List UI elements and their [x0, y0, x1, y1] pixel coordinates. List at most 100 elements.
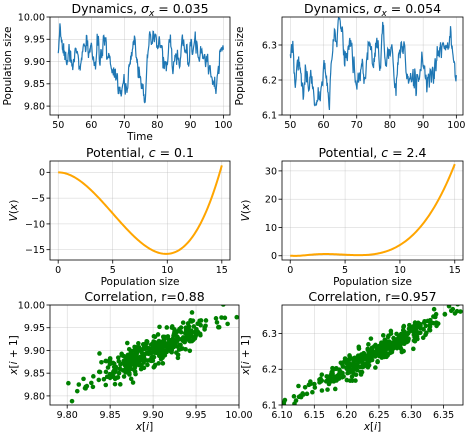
scatter-point: [328, 375, 333, 380]
scatter-point: [401, 348, 406, 354]
scatter-point: [128, 376, 134, 382]
x-tick-label: 5: [110, 265, 116, 276]
scatter-point: [452, 311, 458, 316]
scatter-point: [219, 315, 224, 320]
axes-frame: [49, 304, 240, 406]
scatter-point: [369, 345, 375, 351]
scatter-point: [198, 322, 203, 328]
scatter-point: [389, 346, 395, 352]
scatter-point: [136, 362, 142, 368]
scatter-point: [433, 314, 438, 320]
scatter-point: [159, 348, 165, 354]
scatter-point: [333, 374, 338, 380]
scatter-point: [189, 310, 195, 315]
scatter-point: [173, 330, 179, 335]
scatter-point: [414, 334, 420, 339]
scatter-point: [352, 364, 358, 370]
y-tick-label: −15: [25, 245, 45, 256]
scatter-point: [388, 328, 394, 334]
scatter-point: [182, 330, 188, 336]
scatter-point: [234, 314, 239, 320]
y-tick-label: 9.90: [24, 57, 45, 68]
scatter-point: [151, 339, 156, 344]
scatter-point: [82, 385, 88, 391]
scatter-point: [424, 330, 429, 336]
scatter-point: [413, 326, 419, 332]
y-tick-label: 9.95: [24, 323, 45, 334]
scatter-point: [319, 372, 325, 377]
scatter-point: [427, 327, 433, 333]
scatter-point: [216, 324, 221, 330]
chart-pot2: 0 5 10 15 0 10 20 30 Potential, c = 2.4 Populatio…: [240, 145, 464, 288]
scatter-point: [138, 366, 144, 372]
scatter-point: [394, 345, 400, 351]
scatter-point: [310, 389, 315, 395]
chart-title: Correlation, r=0.957: [308, 289, 436, 304]
scatter-point: [180, 320, 186, 325]
scatter-point: [164, 325, 170, 330]
scatter-point: [312, 385, 318, 390]
chart-cor2: 6.10 6.15 6.20 6.25 6.30 6.35 6.1 6.2 6.3 Correla…: [240, 289, 464, 433]
scatter-point: [448, 308, 454, 314]
scatter-point: [97, 351, 102, 356]
y-axis-label: Population size: [2, 27, 14, 106]
scatter-point: [145, 362, 150, 368]
scatter-point: [121, 374, 127, 379]
y-tick-label: 0: [271, 251, 277, 262]
scatter-point: [171, 333, 176, 339]
scatter-point: [407, 324, 413, 329]
x-tick-label: 9.80: [57, 410, 78, 421]
scatter-point: [178, 325, 184, 330]
y-tick-label: 10.00: [18, 12, 45, 23]
scatter-point: [337, 367, 342, 372]
scatter-point: [186, 329, 192, 334]
scatter-point: [158, 356, 164, 362]
scatter-point: [183, 347, 188, 352]
scatter-point: [370, 352, 375, 358]
chart-title: Potential, c = 2.4: [319, 145, 427, 160]
scatter-point: [188, 318, 193, 323]
scatter-point: [458, 309, 463, 314]
series-line: [57, 23, 224, 104]
scatter-point: [126, 356, 132, 362]
x-tick-label: 100: [447, 120, 465, 131]
scatter-point: [374, 344, 379, 350]
chart-title: Correlation, r=0.88: [84, 289, 204, 304]
scatter-point: [146, 346, 151, 351]
scatter-point: [346, 366, 352, 371]
scatter-point: [91, 374, 96, 379]
x-tick-label: 0: [287, 265, 293, 276]
scatter-point: [69, 398, 75, 404]
scatter-point: [421, 327, 426, 332]
scatter-point: [174, 350, 179, 355]
scatter-point: [396, 334, 402, 339]
scatter-point: [203, 318, 209, 323]
scatter-point: [214, 320, 220, 325]
scatter-point: [177, 342, 183, 348]
scatter-point: [302, 384, 308, 390]
scatter-point: [332, 386, 338, 392]
scatter-point: [125, 352, 131, 358]
scatter-point: [378, 351, 383, 357]
x-tick-label: 10: [161, 265, 173, 276]
scatter-point: [312, 381, 317, 387]
x-axis-label: x[i]: [363, 421, 381, 433]
scatter-point: [373, 365, 378, 370]
scatter-point: [368, 336, 374, 341]
scatter-point: [359, 360, 365, 366]
scatter-point: [191, 324, 197, 329]
y-axis-label: x[i + 1]: [8, 335, 20, 376]
scatter-point: [101, 376, 107, 382]
scatter-point: [325, 387, 330, 392]
x-tick-label: 0: [55, 265, 61, 276]
scatter-point: [155, 332, 161, 337]
y-tick-label: 6.1: [262, 400, 277, 411]
scatter-point: [411, 346, 416, 352]
axes-frame: [49, 160, 231, 261]
scatter-point: [221, 305, 226, 307]
y-tick-label: 9.80: [24, 391, 45, 402]
chart-dyn1: 50 60 70 80 90 100 9.80 9.85 9.90 9.95 10.00 Dynami…: [2, 1, 232, 143]
scatter-point: [296, 383, 301, 389]
scatter-point: [147, 358, 152, 363]
scatter-point: [339, 374, 345, 380]
